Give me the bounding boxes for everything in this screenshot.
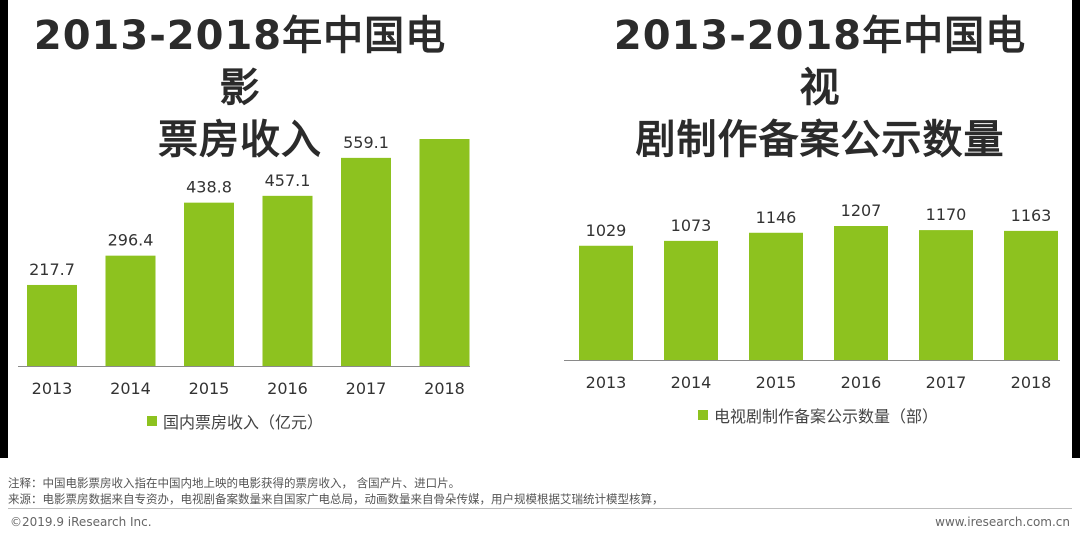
tv-chart-legend: 电视剧制作备案公示数量（部） (698, 403, 938, 427)
movie-bar-2013 (27, 284, 77, 366)
movie-legend-label: 国内票房收入（亿元） (163, 413, 324, 432)
legend-swatch (147, 416, 157, 426)
tv-x-tick-2018: 2018 (1011, 373, 1052, 392)
tv-drama-filing-chart-title: 2013-2018年中国电视 剧制作备案公示数量 (600, 10, 1040, 166)
tv-value-label-2016: 1207 (841, 201, 882, 220)
tv-x-tick-2014: 2014 (671, 373, 712, 392)
tv-value-label-2014: 1073 (671, 216, 712, 235)
movie-value-label-2018: 609.8 (422, 130, 468, 133)
movie-x-tick-2016: 2016 (267, 379, 308, 398)
movie-bar-2014 (105, 255, 156, 366)
tv-x-tick-2016: 2016 (841, 373, 882, 392)
movie-x-tick-2013: 2013 (32, 379, 73, 398)
movie-bar-2015 (184, 202, 234, 366)
movie-box-office-bar-chart: 217.7 2013 296.4 2014 438.8 2015 457.1 2016 559.… (18, 130, 470, 398)
tv-chart-title-line1: 2013-2018年中国电视 (613, 13, 1027, 111)
movie-chart-title-line2: 票房收入 (158, 117, 322, 163)
tv-x-tick-2015: 2015 (756, 373, 797, 392)
movie-chart-title-line1: 2013-2018年中国电影 (33, 13, 447, 111)
legend-swatch (698, 410, 708, 420)
tv-chart-title-line2: 剧制作备案公示数量 (635, 117, 1005, 163)
chart-note: 注释：中国电影票房收入指在中国内地上映的电影获得的票房收入， 含国产片、进口片。 (8, 476, 461, 490)
tv-drama-filing-bar-chart: 1029 2013 1073 2014 1146 2015 1207 2016 1170 2017… (564, 201, 1060, 392)
copyright-text: ©2019.9 iResearch Inc. (10, 515, 152, 529)
right-edge-bar (1072, 0, 1080, 458)
tv-bar-2018 (1004, 230, 1058, 360)
movie-value-label-2015: 438.8 (186, 178, 232, 197)
tv-bar-2014 (664, 240, 718, 360)
tv-legend-label: 电视剧制作备案公示数量（部） (714, 407, 939, 426)
movie-bar-2017 (341, 157, 391, 366)
tv-value-label-2017: 1170 (926, 205, 967, 224)
website-url: www.iresearch.com.cn (935, 515, 1070, 529)
movie-x-tick-2015: 2015 (189, 379, 230, 398)
movie-value-label-2016: 457.1 (265, 171, 311, 190)
tv-x-tick-2017: 2017 (926, 373, 967, 392)
movie-x-tick-2018: 2018 (424, 379, 465, 398)
left-edge-bar (0, 0, 8, 458)
movie-value-label-2017: 559.1 (343, 133, 389, 152)
tv-bar-2015 (749, 232, 803, 360)
tv-value-label-2018: 1163 (1011, 206, 1052, 225)
movie-bar-2016 (262, 195, 313, 366)
tv-value-label-2013: 1029 (586, 221, 627, 240)
movie-chart-legend: 国内票房收入（亿元） (147, 409, 323, 433)
movie-value-label-2013: 217.7 (29, 260, 75, 279)
movie-bar-2018 (419, 139, 470, 366)
movie-box-office-chart-title: 2013-2018年中国电影 票房收入 (20, 10, 460, 166)
movie-x-tick-2014: 2014 (110, 379, 151, 398)
tv-bar-2016 (834, 226, 888, 360)
tv-value-label-2015: 1146 (756, 208, 797, 227)
tv-bar-2013 (579, 245, 633, 360)
tv-bar-2017 (919, 230, 973, 360)
footer-divider (8, 508, 1072, 509)
data-source-note: 来源：电影票房数据来自专资办，电视剧备案数量来自国家广电总局，动画数量来自骨朵传… (8, 492, 664, 506)
movie-value-label-2014: 296.4 (108, 231, 154, 250)
tv-x-tick-2013: 2013 (586, 373, 627, 392)
movie-x-tick-2017: 2017 (346, 379, 387, 398)
